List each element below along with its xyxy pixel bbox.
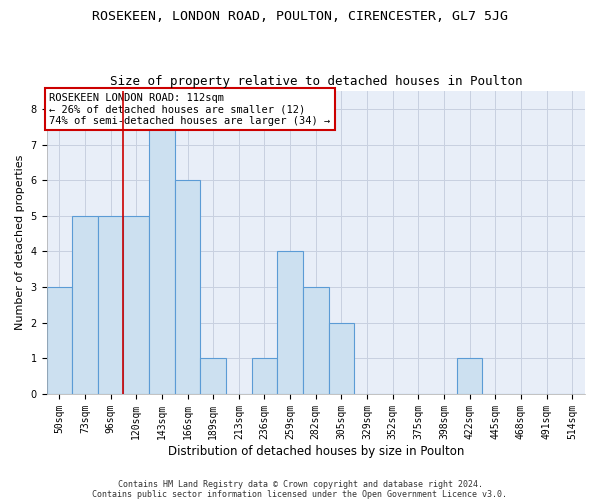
Text: ROSEKEEN, LONDON ROAD, POULTON, CIRENCESTER, GL7 5JG: ROSEKEEN, LONDON ROAD, POULTON, CIRENCES…: [92, 10, 508, 23]
Text: Contains HM Land Registry data © Crown copyright and database right 2024.: Contains HM Land Registry data © Crown c…: [118, 480, 482, 489]
Bar: [47, 287, 72, 394]
Y-axis label: Number of detached properties: Number of detached properties: [15, 155, 25, 330]
Bar: [124, 216, 149, 394]
Bar: [277, 252, 303, 394]
Bar: [329, 322, 354, 394]
X-axis label: Distribution of detached houses by size in Poulton: Distribution of detached houses by size …: [167, 444, 464, 458]
Bar: [149, 109, 175, 394]
Bar: [457, 358, 482, 394]
Bar: [175, 180, 200, 394]
Bar: [200, 358, 226, 394]
Bar: [303, 287, 329, 394]
Bar: [72, 216, 98, 394]
Text: ROSEKEEN LONDON ROAD: 112sqm
← 26% of detached houses are smaller (12)
74% of se: ROSEKEEN LONDON ROAD: 112sqm ← 26% of de…: [49, 92, 331, 126]
Bar: [251, 358, 277, 394]
Bar: [98, 216, 124, 394]
Title: Size of property relative to detached houses in Poulton: Size of property relative to detached ho…: [110, 76, 522, 88]
Text: Contains public sector information licensed under the Open Government Licence v3: Contains public sector information licen…: [92, 490, 508, 499]
